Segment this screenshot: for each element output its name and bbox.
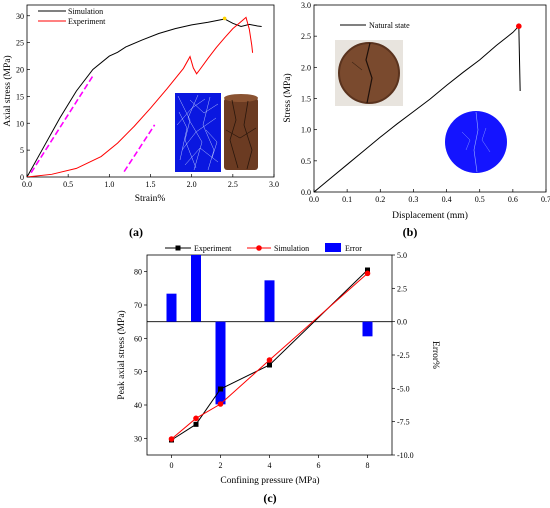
y-tick-label-b: 2.5	[301, 32, 311, 41]
x-tick-label-c: 0	[170, 461, 174, 470]
y-tick-label-b: 3.0	[301, 1, 311, 10]
x-tick-label-b: 0.4	[442, 195, 452, 204]
y-tick-label-a: 10	[16, 119, 24, 128]
panel-label-b: (b)	[403, 225, 418, 239]
experiment-marker	[365, 267, 370, 273]
y2-tick-label-c: -10.0	[397, 451, 414, 460]
y2-tick-label-c: 2.5	[397, 284, 407, 293]
legend-label-natural-state: Natural state	[369, 21, 410, 30]
y-tick-label-a: 5	[20, 146, 24, 155]
y-tick-label-b: 1.0	[301, 126, 311, 135]
x-tick-label-c: 6	[317, 461, 321, 470]
guide-line-a	[30, 75, 94, 174]
legend-label-experiment: Experiment	[68, 17, 106, 26]
y-axis-label-a: Axial stress (MPa)	[2, 55, 13, 126]
core-photo-inset	[222, 93, 260, 173]
y2-tick-label-c: -2.5	[397, 351, 410, 360]
y-tick-label-a: 20	[16, 66, 24, 75]
error-bar	[215, 321, 226, 405]
x-tick-label-c: 8	[366, 461, 370, 470]
experiment-marker	[218, 386, 223, 392]
y-tick-label-a: 15	[16, 92, 24, 101]
y-tick-label-b: 0.5	[301, 157, 311, 166]
simulation-marker	[364, 270, 371, 277]
panel-label-c: (c)	[263, 491, 276, 505]
y-tick-label-c: 30	[134, 434, 142, 443]
y2-tick-label-c: 5.0	[397, 251, 407, 260]
y2-tick-label-c: 0.0	[397, 318, 407, 327]
y2-tick-label-c: -5.0	[397, 384, 410, 393]
y-tick-label-c: 50	[134, 368, 142, 377]
x-tick-label-b: 0.7	[541, 195, 550, 204]
y-tick-label-a: 30	[16, 12, 24, 21]
simulation-marker	[217, 401, 224, 407]
error-bar	[191, 255, 201, 322]
x-tick-label-c: 2	[219, 461, 223, 470]
panel-label-a: (a)	[129, 225, 143, 239]
x-tick-label-b: 0.1	[342, 195, 352, 204]
legend-marker-simulation-c	[256, 245, 262, 251]
error-bar	[362, 321, 373, 337]
y-tick-label-c: 80	[134, 268, 142, 277]
legend-a: Simulation Experiment	[38, 7, 106, 26]
panel-c: 0 2 4 6 8 30 40 50 60 70 80 -10.0 -7.5 -5.0 -2.5 0.0 2.5…	[116, 243, 440, 505]
x-axis-label-c: Confining pressure (MPa)	[220, 475, 319, 486]
legend-swatch-error-c	[325, 243, 341, 252]
x-tick-label-b: 0.2	[375, 195, 385, 204]
y-tick-label-c: 40	[134, 401, 142, 410]
peak-marker-b	[516, 23, 522, 29]
y-tick-label-b: 0.0	[301, 188, 311, 197]
error-bar	[264, 280, 275, 322]
y-tick-label-b: 2.0	[301, 63, 311, 72]
x-tick-label-c: 4	[268, 461, 272, 470]
x-tick-label-a: 1.5	[146, 180, 156, 189]
y-tick-label-c: 60	[134, 334, 142, 343]
series-line-simulation	[27, 18, 262, 177]
x-tick-label-a: 0.5	[63, 180, 73, 189]
legend-label-experiment-c: Experiment	[194, 244, 232, 253]
y-tick-label-b: 1.5	[301, 95, 311, 104]
guide-line-a	[123, 124, 156, 173]
simulation-marker	[193, 415, 199, 422]
legend-label-simulation: Simulation	[68, 7, 103, 16]
y2-tick-label-c: -7.5	[397, 418, 410, 427]
x-tick-label-a: 0.0	[22, 180, 32, 189]
y-tick-label-a: 25	[16, 39, 24, 48]
simulation-marker	[168, 436, 175, 442]
x-tick-label-a: 2.0	[187, 180, 197, 189]
series-line-natural-state	[314, 24, 521, 192]
experiment-marker	[267, 362, 272, 368]
legend-label-simulation-c: Simulation	[274, 244, 309, 253]
y-axis-label-c: Peak axial stress (MPa)	[116, 310, 127, 399]
panel-b: 0.0 0.1 0.2 0.3 0.4 0.5 0.6 0.7 0.0 0.5 1.0 1.5 2.0 2…	[282, 1, 550, 239]
x-tick-label-b: 0.3	[408, 195, 418, 204]
crack-pattern-inset	[175, 93, 221, 172]
x-axis-label-a: Strain%	[135, 194, 166, 204]
experiment-marker	[193, 421, 199, 427]
simulation-marker	[266, 357, 273, 363]
x-tick-label-a: 2.5	[228, 180, 238, 189]
x-tick-label-b: 0.6	[508, 195, 518, 204]
y-axis-label-b: Stress (MPa)	[282, 73, 293, 122]
x-tick-label-a: 1.0	[104, 180, 114, 189]
x-tick-label-b: 0.0	[309, 195, 319, 204]
legend-label-error-c: Error	[345, 244, 362, 253]
error-bar	[166, 293, 177, 322]
legend-b: Natural state	[340, 21, 410, 30]
disc-crack-inset	[445, 111, 507, 173]
panel-a: 0.0 0.5 1.0 1.5 2.0 2.5 3.0 0 5 10 15 20 25 30 Strain…	[2, 4, 279, 239]
disc-photo-inset	[335, 40, 403, 106]
y-tick-label-c: 70	[134, 301, 142, 310]
y-tick-label-a: 0	[20, 173, 24, 182]
x-axis-label-b: Displacement (mm)	[392, 210, 468, 221]
marker-point-a	[222, 16, 227, 21]
legend-c: Experiment Simulation Error	[165, 243, 362, 253]
legend-marker-experiment-c	[175, 245, 181, 251]
y2-axis-label-c: Error%	[430, 341, 440, 369]
x-tick-label-b: 0.5	[475, 195, 485, 204]
x-tick-label-a: 3.0	[269, 180, 279, 189]
series-line-experiment	[27, 16, 254, 177]
